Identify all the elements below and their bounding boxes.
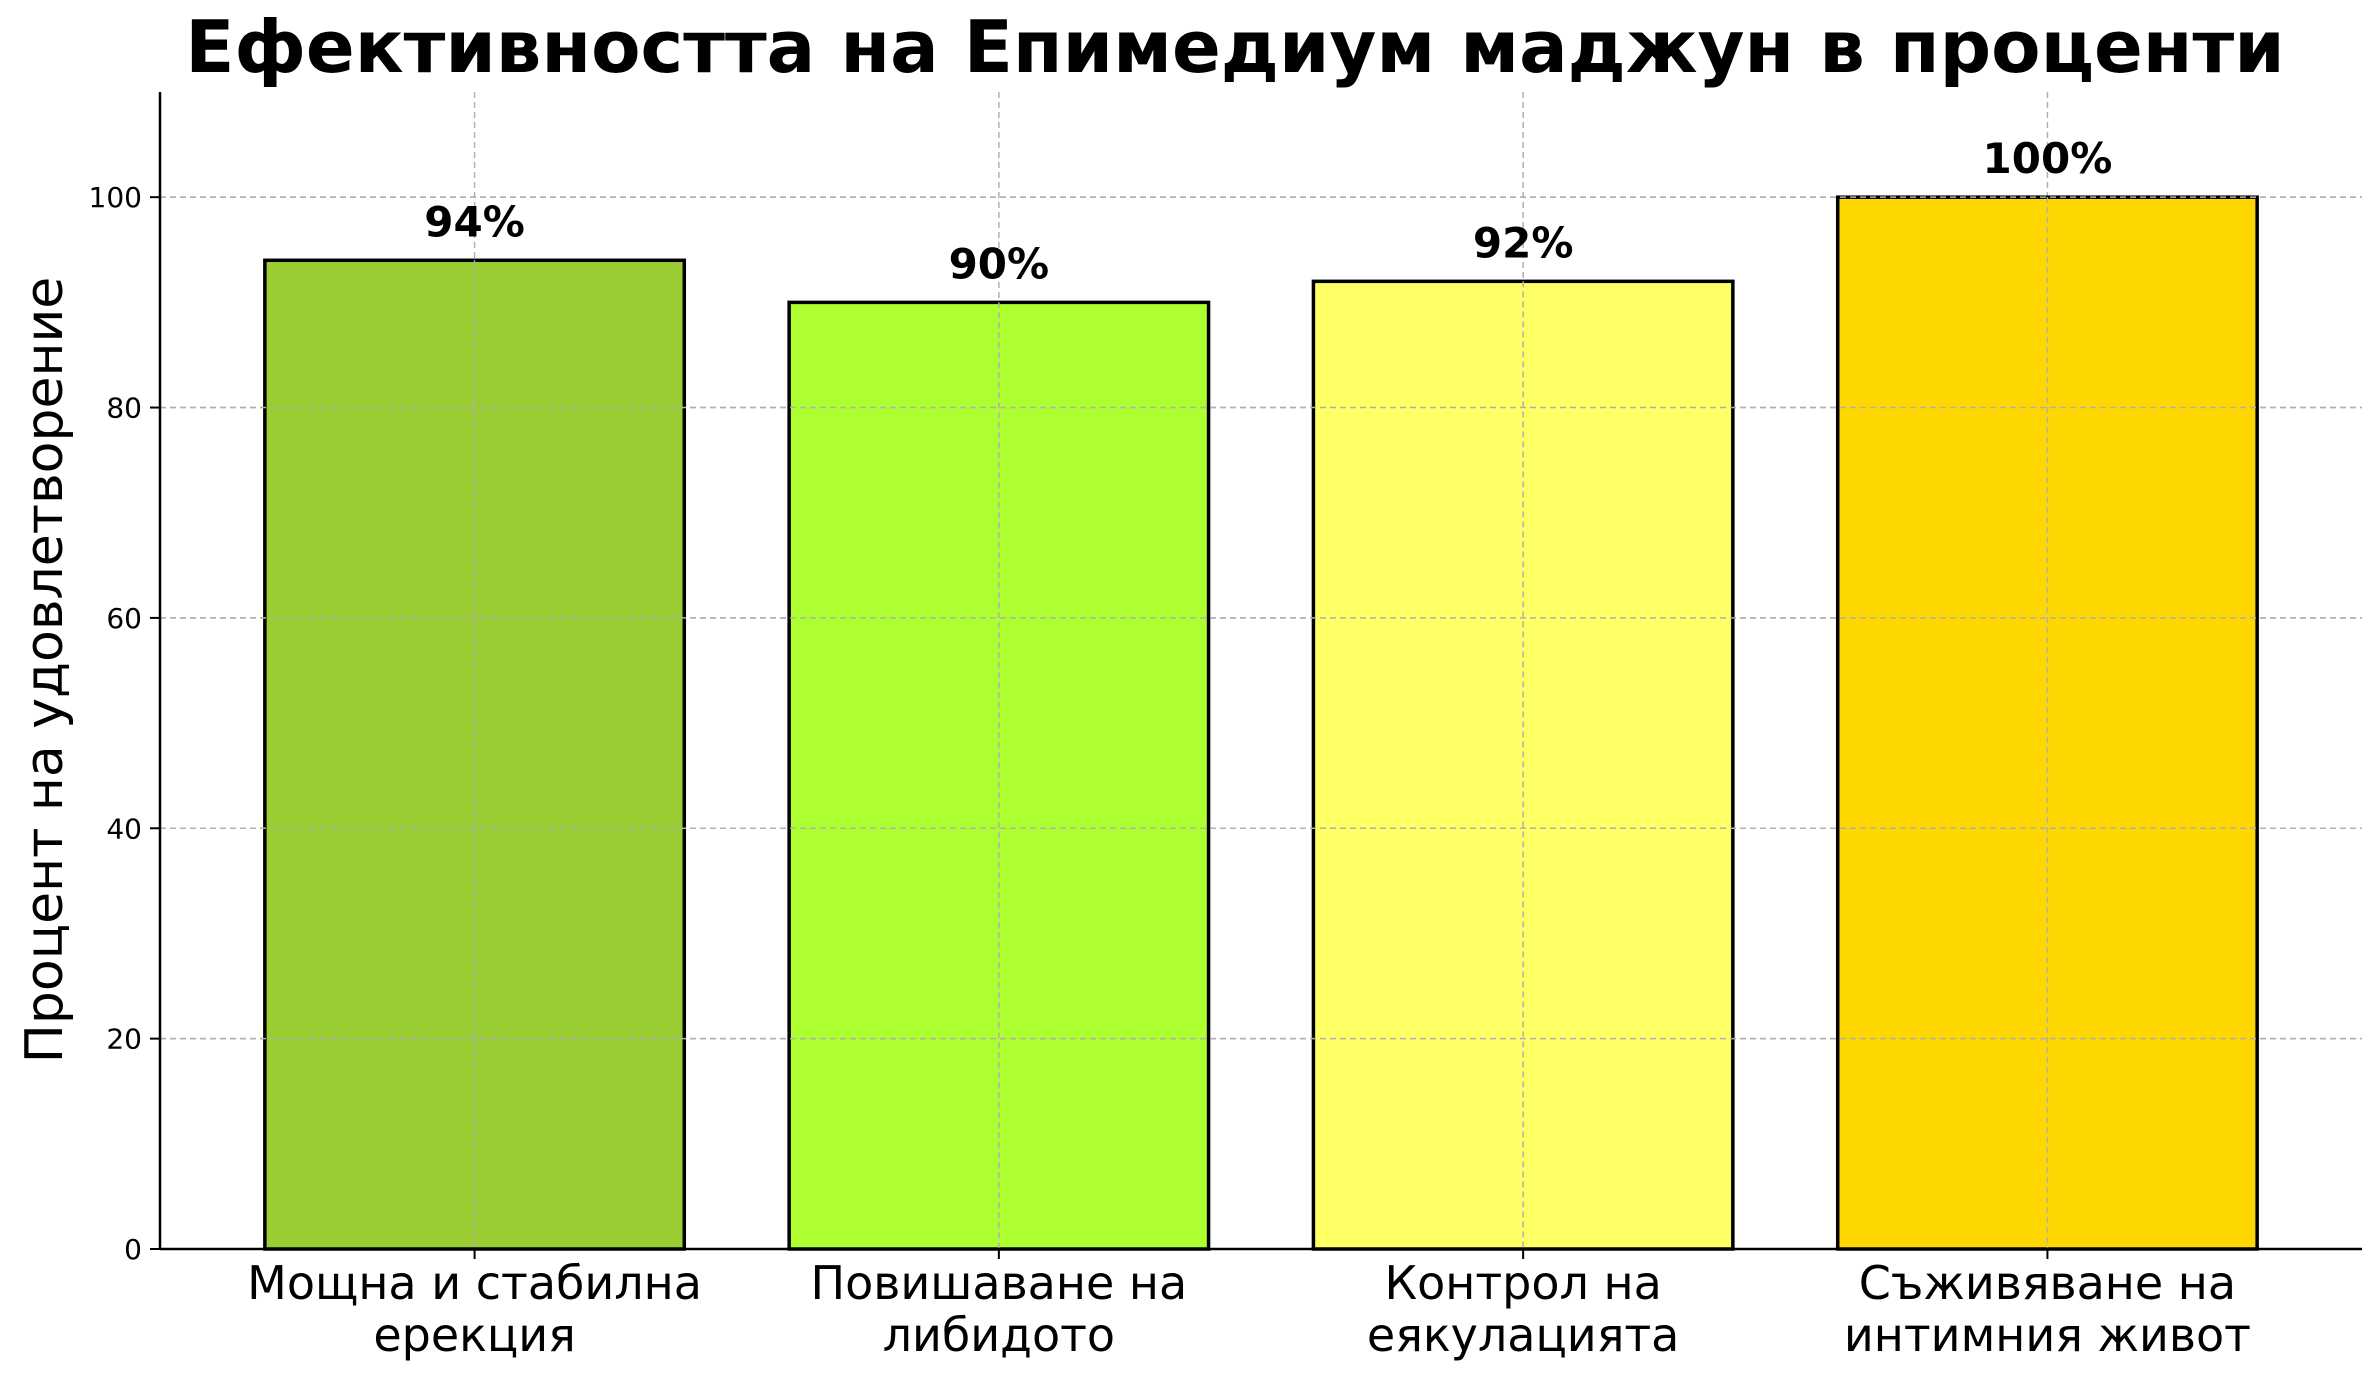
- y-tick-label: 0: [124, 1233, 142, 1266]
- grid-overlay: [160, 196, 2362, 1040]
- bars: [263, 195, 2259, 1251]
- data-label: 100%: [1983, 134, 2113, 183]
- data-label: 94%: [424, 197, 525, 246]
- y-tick-label: 60: [106, 602, 142, 635]
- data-label: 92%: [1473, 218, 1574, 267]
- x-tick-label: еякулацията: [1367, 1308, 1679, 1362]
- y-tick-label: 80: [106, 392, 142, 425]
- x-tick-label: Повишаване на: [811, 1256, 1188, 1310]
- x-tick-label: либидото: [883, 1308, 1115, 1362]
- x-tick-label: Контрол на: [1384, 1256, 1661, 1310]
- axes: [150, 92, 2362, 1259]
- data-label: 90%: [949, 239, 1050, 288]
- y-tick-label: 20: [106, 1023, 142, 1056]
- y-tick-label: 100: [89, 181, 142, 214]
- x-tick-label: интимния живот: [1844, 1308, 2251, 1362]
- x-tick-label: Мощна и стабилна: [247, 1256, 702, 1310]
- chart-title: Ефективността на Епимедиум маджун в проц…: [185, 5, 2284, 89]
- x-tick-label: Съживяване на: [1859, 1256, 2236, 1310]
- y-axis-label: Процент на удовлетворение: [15, 277, 75, 1063]
- x-tick-label: ерекция: [373, 1308, 575, 1362]
- y-tick-label: 40: [106, 812, 142, 845]
